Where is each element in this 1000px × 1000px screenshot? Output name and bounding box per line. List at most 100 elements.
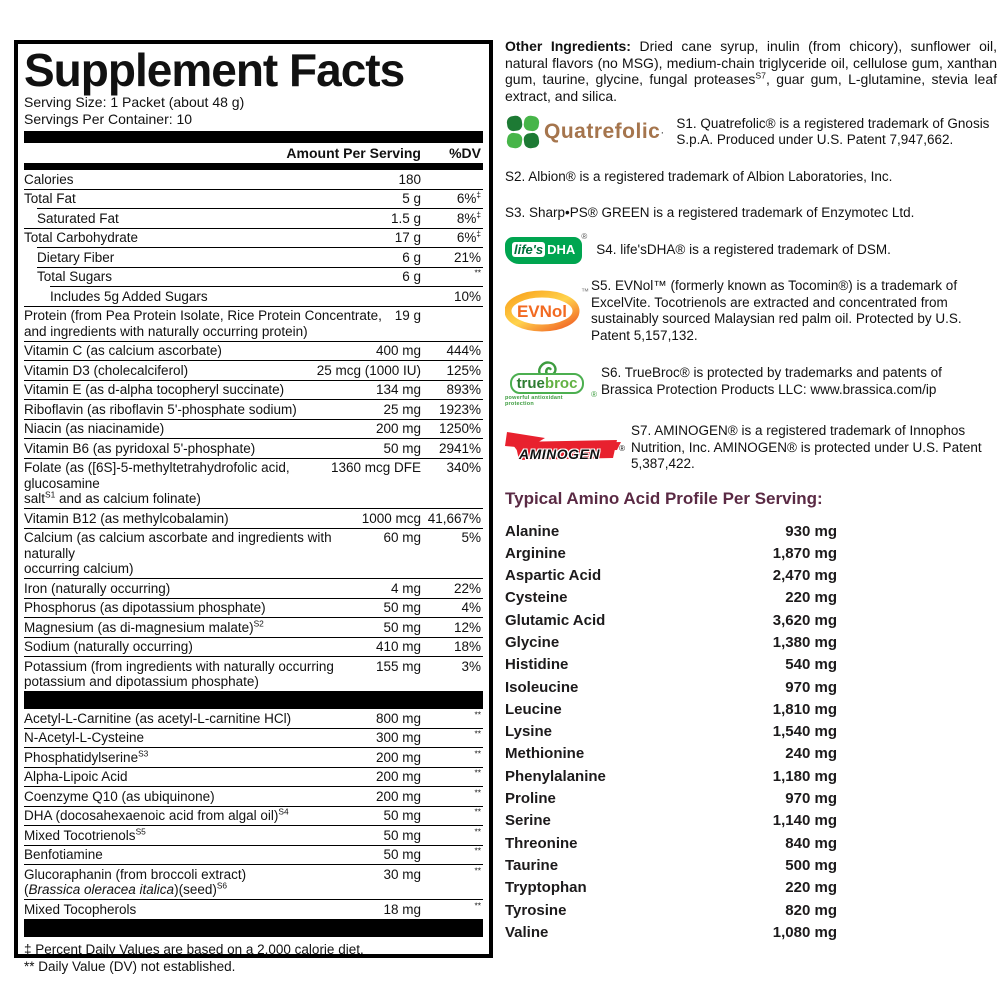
row-name: Benfotiamine <box>24 847 103 862</box>
facts-row: Dietary Fiber 6 g 21% <box>37 247 483 267</box>
row-name: Mixed Tocopherols <box>24 901 137 917</box>
footnotes: ‡ Percent Daily Values are based on a 2,… <box>24 941 483 975</box>
amino-name: Leucine <box>505 700 562 718</box>
amino-name: Histidine <box>505 656 569 674</box>
trademark-item-s3: S3. Sharp•PS® GREEN is a registered trad… <box>505 205 997 222</box>
amino-acid-row: Threonine 840 mg <box>505 833 837 855</box>
amino-name: Phenylalanine <box>505 767 606 785</box>
row-name: Phosphorus (as dipotassium phosphate) <box>24 600 266 615</box>
row-dv: 10% <box>453 288 481 304</box>
row-amount: 50 mg <box>383 808 421 823</box>
row-amount: 50 mg <box>383 600 421 615</box>
column-header-dv: %DV <box>449 145 481 161</box>
amino-value: 1,870 mg <box>772 544 837 562</box>
facts-row: Riboflavin (as riboflavin 5'-phosphate s… <box>24 399 483 419</box>
row-name: Protein (from Pea Protein Isolate, Rice … <box>24 308 395 339</box>
row-dv: 4% <box>461 600 481 615</box>
servings-per-container: Servings Per Container: 10 <box>24 111 193 127</box>
facts-row: N-Acetyl-L-Cysteine 300 mg ** <box>24 727 483 748</box>
row-amount: 60 mg <box>383 530 421 545</box>
row-name: Total Sugars <box>37 269 113 284</box>
truebroc-tagline: powerful antioxidant protection <box>505 395 563 407</box>
facts-row: Total Sugars 6 g ** <box>37 266 483 287</box>
facts-row: Benfotiamine 50 mg ** <box>24 844 483 865</box>
broccoli-swirl-icon <box>538 361 557 382</box>
amino-acid-row: Methionine 240 mg <box>505 743 837 765</box>
amino-name: Arginine <box>505 544 566 562</box>
row-amount: 50 mg <box>383 440 421 456</box>
amino-name: Taurine <box>505 856 559 874</box>
row-amount: 25 mcg (1000 IU) <box>316 362 421 378</box>
trademark-text-s1: S1. Quatrefolic® is a registered tradema… <box>676 115 990 148</box>
facts-row: Calories 180 <box>24 170 483 189</box>
amino-name: Tyrosine <box>505 901 567 919</box>
row-amount: 200 mg <box>375 421 421 436</box>
amino-name: Aspartic Acid <box>505 567 602 585</box>
row-name-line2: potassium and dipotassium phosphate) <box>24 674 259 689</box>
serving-size: Serving Size: 1 Packet (about 48 g) <box>24 94 245 110</box>
lifes-dha-logo: life's DHA ® <box>505 232 587 264</box>
row-dv: 340% <box>446 460 481 475</box>
amino-value: 840 mg <box>785 834 837 852</box>
row-name: Total Carbohydrate <box>24 230 139 245</box>
facts-row: Alpha-Lipoic Acid 200 mg ** <box>24 766 483 787</box>
facts-row: Vitamin B6 (as pyridoxal 5'-phosphate) 50… <box>24 438 483 458</box>
row-dv: 444% <box>446 343 481 358</box>
row-dv: 12% <box>453 619 481 635</box>
amino-value: 970 mg <box>785 678 837 696</box>
row-amount: 6 g <box>402 269 421 284</box>
row-name: Iron (naturally occurring) <box>24 580 171 596</box>
facts-row: Magnesium (as di-magnesium malate)S2 50 m… <box>24 617 483 637</box>
facts-row: Phosphorus (as dipotassium phosphate) 50 … <box>24 597 483 618</box>
facts-row: Saturated Fat 1.5 g 8%‡ <box>37 208 483 228</box>
row-dv: 6%‡ <box>456 189 481 206</box>
trademark-text-s2: S2. Albion® is a registered trademark of… <box>505 169 893 184</box>
row-dv: ** <box>474 845 481 856</box>
column-header-amount: Amount Per Serving <box>286 145 421 161</box>
row-amount: 1360 mcg DFE <box>330 460 421 475</box>
facts-rows-other-actives: Acetyl-L-Carnitine (as acetyl-L-carnitin… <box>24 709 483 919</box>
amino-value: 1,180 mg <box>772 767 837 785</box>
facts-row: Total Fat 5 g 6%‡ <box>24 188 483 209</box>
row-amount: 180 <box>398 171 421 187</box>
amino-name: Glycine <box>505 633 560 651</box>
footnote-dv-not-established: ** Daily Value (DV) not established. <box>24 958 236 974</box>
row-amount: 410 mg <box>375 639 421 654</box>
trademark-text-s7: S7. AMINOGEN® is a registered trademark … <box>631 423 982 471</box>
amino-acid-row: Alanine 930 mg <box>505 521 837 543</box>
amino-acid-row: Phenylalanine 1,180 mg <box>505 766 837 788</box>
facts-row: Calcium (as calcium ascorbate and ingred… <box>24 527 483 579</box>
row-amount: 800 mg <box>375 710 421 726</box>
amino-name: Glutamic Acid <box>505 611 606 629</box>
row-amount: 1.5 g <box>390 210 421 226</box>
facts-row: Vitamin E (as d-alpha tocopheryl succina… <box>24 379 483 400</box>
row-name: Calories <box>24 171 74 187</box>
truebroc-logo: truebroc powerful antioxidant protection… <box>505 356 597 407</box>
row-name: Riboflavin (as riboflavin 5'-phosphate s… <box>24 401 297 417</box>
other-ingredients-text-end: , guar gum, L-glutamine, stevia leaf ext… <box>505 71 997 104</box>
amino-value: 240 mg <box>785 745 837 763</box>
amino-value: 220 mg <box>785 589 837 607</box>
row-dv: 2941% <box>438 440 481 456</box>
row-name: Vitamin D3 (cholecalciferol) <box>24 362 189 378</box>
amino-value: 500 mg <box>785 856 837 874</box>
row-amount: 4 mg <box>390 580 421 596</box>
row-name: Saturated Fat <box>37 210 119 226</box>
amino-acid-row: Cysteine 220 mg <box>505 587 837 609</box>
separator-bar <box>24 691 483 709</box>
trademark-text-s4: S4. life'sDHA® is a registered trademark… <box>596 242 891 258</box>
amino-value: 3,620 mg <box>772 611 837 629</box>
quatrefolic-logo-text: Quatrefolic <box>544 120 661 143</box>
row-amount: 200 mg <box>375 749 421 765</box>
amino-acid-row: Isoleucine 970 mg <box>505 677 837 699</box>
row-name: Potassium (from ingredients with natural… <box>24 659 376 690</box>
facts-row: Iron (naturally occurring) 4 mg 22% <box>24 578 483 598</box>
row-name: PhosphatidylserineS3 <box>24 748 149 765</box>
truebroc-true-text: true <box>516 375 545 392</box>
row-dv: 3% <box>461 658 481 674</box>
row-name: Niacin (as niacinamide) <box>24 421 165 436</box>
amino-acid-row: Leucine 1,810 mg <box>505 699 837 721</box>
trademark-item-s6: truebroc powerful antioxidant protection… <box>505 356 997 407</box>
amino-acid-row: Arginine 1,870 mg <box>505 543 837 565</box>
amino-value: 970 mg <box>785 790 837 808</box>
